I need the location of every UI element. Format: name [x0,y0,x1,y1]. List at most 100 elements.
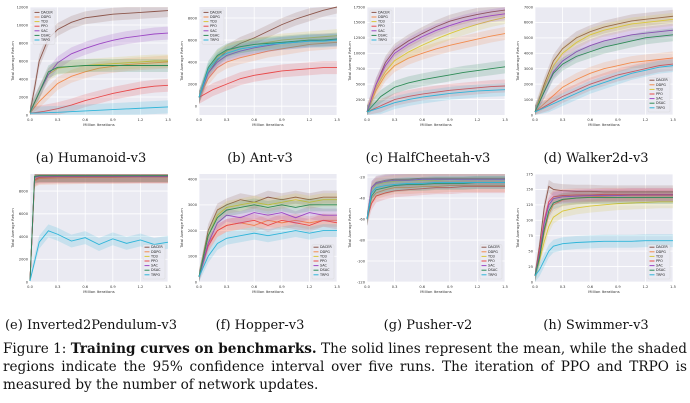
series-line-dsac [29,65,168,113]
y-tick-label: 0 [195,280,198,284]
x-axis-label: Million Iterations [252,122,284,127]
confidence-band-td3 [535,12,673,116]
x-axis-label: Million Iterations [83,289,115,294]
series-line-td3 [366,17,506,113]
confidence-band-ddpg [535,189,673,282]
y-axis-label: Total Average Return [179,208,184,249]
y-tick-label: 25 [528,265,533,269]
x-tick-label: 0.9 [279,118,285,122]
confidence-band-td3 [535,195,673,282]
y-tick-label: 2000 [19,258,29,262]
x-tick-label: 0.0 [27,285,33,289]
legend-entry-dsac: DSAC [320,268,330,272]
subcaption: (e) Inverted2Pendulum-v3 [5,318,177,333]
legend-entry-sac: SAC [656,97,663,101]
x-tick-label: 1.2 [475,118,481,122]
y-tick-label: 7000 [524,5,534,9]
legend-entry-dacer: DACER [151,245,163,249]
confidence-band-ddpg [30,55,168,115]
y-tick-label: 2000 [524,82,534,86]
y-tick-label: 4000 [188,60,198,64]
series-line-sac [534,194,673,276]
x-axis-label: Million Iterations [588,122,620,127]
x-tick-label: 1.5 [670,285,676,289]
legend-entry-trpo: TRPO [487,273,497,277]
chart-panel-7: 0.0 0.3 0.6 0.9 1.2 1.5 -120 -100 -80 -60 -40 -20 Mi… [347,174,508,333]
series-line-trpo [366,181,505,220]
y-tick-label: -100 [357,259,366,263]
legend-entry-td3: TD3 [487,254,495,258]
y-tick-label: 50 [528,249,533,253]
legend-entry-trpo: TRPO [655,106,665,110]
y-tick-label: 175 [526,172,533,176]
legend-entry-ppo: PPO [320,259,327,263]
x-tick-label: 1.5 [670,118,676,122]
legend-entry-sac: SAC [210,29,217,33]
x-tick-label: 0.3 [560,118,566,122]
y-tick-label: 8000 [19,41,29,45]
x-tick-label: 0.3 [224,285,230,289]
series-line-dsac [366,66,506,113]
series-line-ppo [198,67,337,98]
confidence-band-sac [535,23,673,115]
series-line-dsac [198,38,338,98]
legend-entry-td3: TD3 [150,254,158,258]
y-tick-label: 100 [526,219,534,223]
x-tick-label: 0.6 [82,118,88,122]
x-tick-label: 1.5 [502,285,508,289]
series-line-dsac [29,175,168,281]
y-tick-label: 4000 [524,52,534,56]
y-tick-label: 0 [531,280,534,284]
legend-entry-sac: SAC [151,264,158,268]
y-tick-label: 8000 [19,189,29,193]
y-tick-label: -80 [359,238,366,242]
confidence-band-ppo [199,61,337,104]
legend-entry-ddpg: DDPG [210,15,220,19]
y-tick-label: 0 [195,104,198,108]
chart-panel-6: 0.0 0.3 0.6 0.9 1.2 1.5 0 1000 2000 3000 4000 Milli… [179,174,340,333]
legend-entry-trpo: TRPO [319,273,329,277]
legend-entry-ddpg: DDPG [151,250,161,254]
confidence-band-dsac [199,198,337,282]
confidence-band-ddpg [199,35,337,104]
series-line-dacer [534,15,674,113]
series-line-ddpg [198,41,338,98]
confidence-band-trpo [535,234,673,282]
confidence-band-trpo [367,175,505,226]
legend-entry-dacer: DACER [488,245,500,249]
confidence-band-trpo [30,224,168,282]
x-tick-label: 0.9 [279,285,285,289]
confidence-band-trpo [30,100,168,115]
confidence-band-dsac [535,190,673,282]
x-axis-label: Million Iterations [252,289,284,294]
legend-entry-ddpg: DDPG [378,15,388,19]
series-line-dsac [198,204,337,277]
legend-entry-dacer: DACER [320,245,332,249]
confidence-band-trpo [199,224,337,282]
subcaption: (f) Hopper-v3 [216,318,305,333]
x-tick-label: 0.6 [251,285,257,289]
caption-text: The solid lines represent the mean, whil… [3,341,687,393]
confidence-band-ppo [367,180,505,226]
x-tick-label: 0.0 [196,118,202,122]
series-line-trpo [29,106,169,114]
x-tick-label: 0.3 [55,285,61,289]
x-tick-label: 0.6 [587,285,593,289]
y-tick-label: 150 [526,188,534,192]
y-tick-label: 0 [26,113,29,117]
x-tick-label: 1.2 [307,118,313,122]
series-line-ddpg [366,185,505,220]
figure-caption: Figure 1: Training curves on benchmarks.… [3,340,687,394]
legend-entry-ppo: PPO [151,259,158,263]
confidence-band-td3 [199,29,337,104]
legend-entry-td3: TD3 [655,87,663,91]
legend-entry-ppo: PPO [656,92,663,96]
series-line-ppo [366,85,506,113]
x-tick-label: 1.5 [334,285,340,289]
subcaption: (c) HalfCheetah-v3 [366,151,491,166]
